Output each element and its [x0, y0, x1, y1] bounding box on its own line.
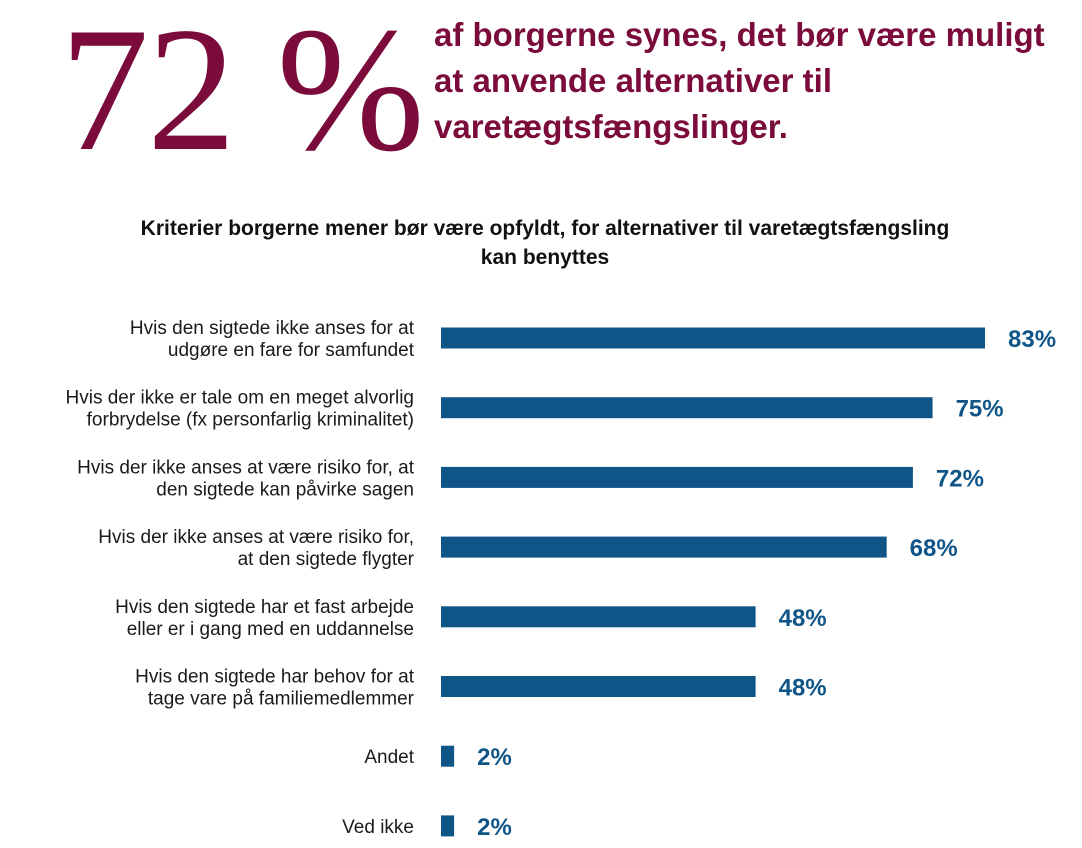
category-label-5: Hvis den sigtede har et fast arbejde elle… — [115, 597, 414, 640]
bar-8 — [441, 815, 455, 837]
chart-title: Kriterier borgerne mener bør være opfyld… — [140, 217, 950, 269]
bar-5 — [441, 606, 756, 628]
value-label-3: 72% — [936, 465, 984, 492]
category-label-2: Hvis der ikke er tale om en meget alvorl… — [66, 388, 414, 431]
value-label-5: 48% — [779, 605, 827, 632]
category-label-6: Hvis den sigtede har behov for at tage va… — [135, 667, 415, 710]
category-label-1: Hvis den sigtede ikke anses for at udgøre… — [130, 318, 415, 361]
bar-1 — [441, 327, 985, 349]
bar-4 — [441, 536, 887, 558]
category-label-7: Andet — [364, 747, 414, 768]
category-label-8: Ved ikke — [342, 817, 414, 838]
bar-7 — [441, 745, 455, 767]
value-label-1: 83% — [1008, 326, 1056, 353]
category-label-3: Hvis der ikke anses at være risiko for, … — [77, 457, 415, 500]
value-label-8: 2% — [477, 814, 512, 841]
value-label-6: 48% — [779, 675, 827, 702]
value-label-4: 68% — [910, 535, 958, 562]
headline-percentage: 72 % — [60, 0, 425, 188]
headline-text: af borgerne synes, det bør være muligt a… — [434, 16, 1045, 145]
bar-6 — [441, 676, 756, 697]
value-label-2: 75% — [956, 396, 1004, 423]
bar-3 — [441, 466, 913, 488]
bar-2 — [441, 397, 933, 419]
value-label-7: 2% — [477, 744, 512, 771]
category-label-4: Hvis der ikke anses at være risiko for, a… — [98, 527, 414, 570]
